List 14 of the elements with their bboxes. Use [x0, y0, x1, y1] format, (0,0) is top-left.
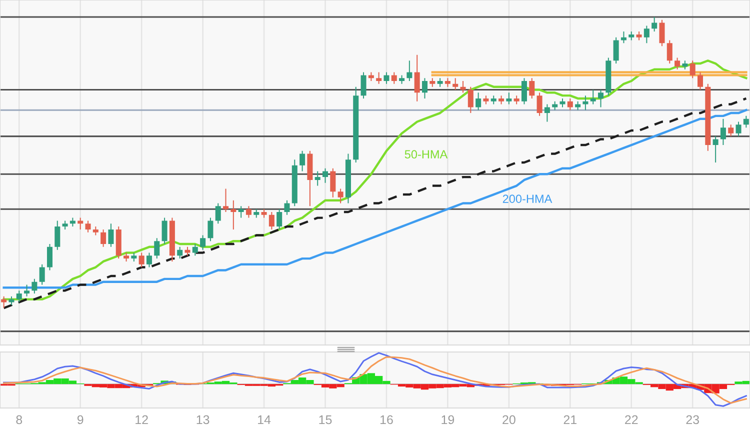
x-tick-label: 16	[380, 415, 393, 424]
x-tick-label: 8	[16, 415, 22, 424]
x-tick-label: 19	[442, 415, 454, 424]
series-label: 200-HMA	[502, 194, 552, 203]
x-tick-label: 22	[625, 415, 638, 424]
x-tick-label: 21	[564, 415, 576, 424]
x-tick-label: 13	[196, 415, 210, 424]
x-tick-label: 23	[686, 415, 700, 424]
x-tick-label: 9	[77, 415, 84, 424]
x-tick-label: 20	[502, 415, 516, 424]
x-tick-label: 12	[136, 415, 148, 424]
x-tick-label: 15	[319, 415, 332, 424]
x-tick-label: 14	[258, 415, 271, 424]
series-label: 50-HMA	[404, 150, 448, 159]
